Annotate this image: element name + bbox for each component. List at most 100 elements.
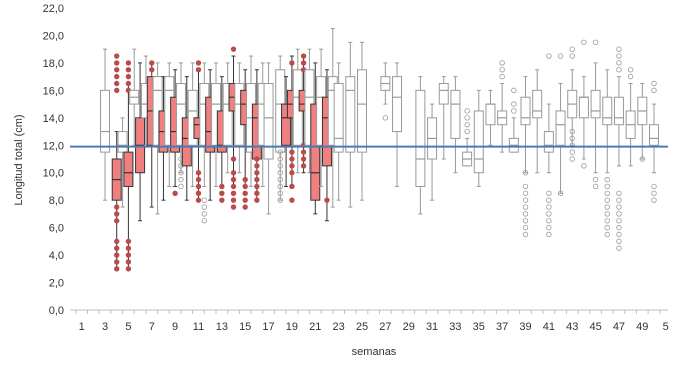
outlier-point (616, 67, 622, 73)
outlier-point (125, 252, 132, 258)
outlier-point (254, 163, 260, 169)
outlier-point (604, 211, 610, 217)
outlier-point (569, 156, 575, 162)
box-week-48 (625, 67, 636, 167)
box-week-35 (473, 89, 484, 187)
outlier-point (464, 115, 470, 121)
outlier-point (522, 183, 529, 190)
outlier-point (616, 218, 622, 224)
outlier-point (604, 197, 610, 203)
outlier-point (627, 67, 634, 73)
x-tick-label: 47 (613, 321, 625, 333)
outlier-point (230, 190, 237, 197)
outlier-point (557, 53, 564, 59)
y-tick-label: 2,0 (49, 278, 64, 290)
outlier-point (604, 224, 610, 231)
box-week-43 (567, 46, 578, 162)
x-tick-label: 13 (216, 321, 228, 333)
outlier-point (616, 204, 622, 210)
box-week-13 (216, 76, 227, 203)
outlier-point (546, 231, 552, 238)
outlier-point (522, 231, 529, 238)
outlier-point (277, 149, 283, 155)
outlier-point (651, 197, 657, 203)
outlier-point (125, 238, 132, 245)
outlier-point (277, 183, 283, 190)
outlier-point (230, 176, 237, 183)
outlier-point (114, 218, 120, 224)
outlier-point (546, 211, 552, 217)
box-iqr (532, 89, 543, 119)
outlier-point (114, 60, 120, 66)
outlier-point (592, 176, 599, 183)
outlier-point (511, 108, 517, 114)
x-tick-label: 3 (102, 321, 108, 333)
outlier-point (289, 60, 295, 66)
x-tick-label: 23 (333, 321, 345, 333)
box-week-39 (520, 76, 531, 238)
outlier-point (114, 259, 120, 265)
x-tick-label: 17 (262, 321, 274, 333)
outlier-point (639, 156, 646, 162)
outlier-point (289, 149, 295, 155)
outlier-point (300, 53, 307, 59)
outlier-point (616, 190, 622, 197)
outlier-point (125, 266, 132, 272)
outlier-point (125, 259, 132, 265)
y-tick-label: 8,0 (49, 195, 64, 207)
box-week-25 (356, 41, 367, 201)
box-week-32 (438, 76, 449, 160)
box-week-33 (450, 76, 461, 174)
outlier-point (300, 156, 307, 162)
box-iqr (281, 103, 292, 146)
box-iqr (438, 83, 449, 105)
outlier-point (546, 190, 552, 197)
box-week-46 (602, 69, 613, 238)
x-tick-label: 43 (566, 321, 578, 333)
box-week-37 (497, 60, 508, 153)
outlier-point (125, 67, 132, 73)
box-week-31 (427, 103, 438, 201)
axis-layer: 0,0 2,0 4,0 6,0 8,0 10,0 12,0 14,0 16,0 18,0 20,0 2… (43, 3, 669, 333)
box-week-50 (648, 80, 659, 203)
box-week-14.5 (234, 62, 245, 174)
box-week-24 (345, 41, 356, 208)
box-week-21 (310, 62, 321, 215)
box-week-11 (193, 60, 204, 203)
outlier-point (178, 176, 184, 183)
outlier-point (499, 73, 505, 80)
box-week-17 (263, 62, 274, 215)
outlier-point (616, 60, 622, 66)
outlier-point (242, 204, 248, 210)
outlier-point (522, 224, 529, 231)
outlier-point (581, 39, 587, 46)
outlier-point (464, 121, 470, 128)
x-tick-label: 5 (663, 321, 669, 333)
box-iqr (263, 83, 274, 160)
outlier-point (581, 163, 587, 169)
box-iqr (100, 89, 111, 153)
x-tick-label: 27 (379, 321, 391, 333)
box-iqr (602, 96, 613, 126)
box-iqr (473, 110, 484, 174)
outlier-point (242, 183, 248, 190)
outlier-point (277, 176, 283, 183)
outlier-point (651, 183, 657, 190)
outlier-point (511, 101, 517, 107)
outlier-point (592, 39, 599, 46)
box-week-18.5 (281, 76, 292, 187)
outlier-point (546, 204, 552, 210)
outlier-point (230, 197, 237, 203)
outlier-point (546, 218, 552, 224)
box-week-40 (532, 69, 543, 174)
box-iqr (485, 103, 496, 126)
outlier-point (604, 204, 610, 210)
box-iqr (415, 89, 426, 187)
x-tick-label: 29 (403, 321, 415, 333)
outlier-point (114, 204, 120, 210)
box-week-4.5 (117, 117, 128, 208)
outlier-point (277, 170, 283, 176)
box-week-10 (181, 76, 192, 201)
outlier-point (125, 245, 132, 251)
outlier-point (277, 197, 283, 203)
